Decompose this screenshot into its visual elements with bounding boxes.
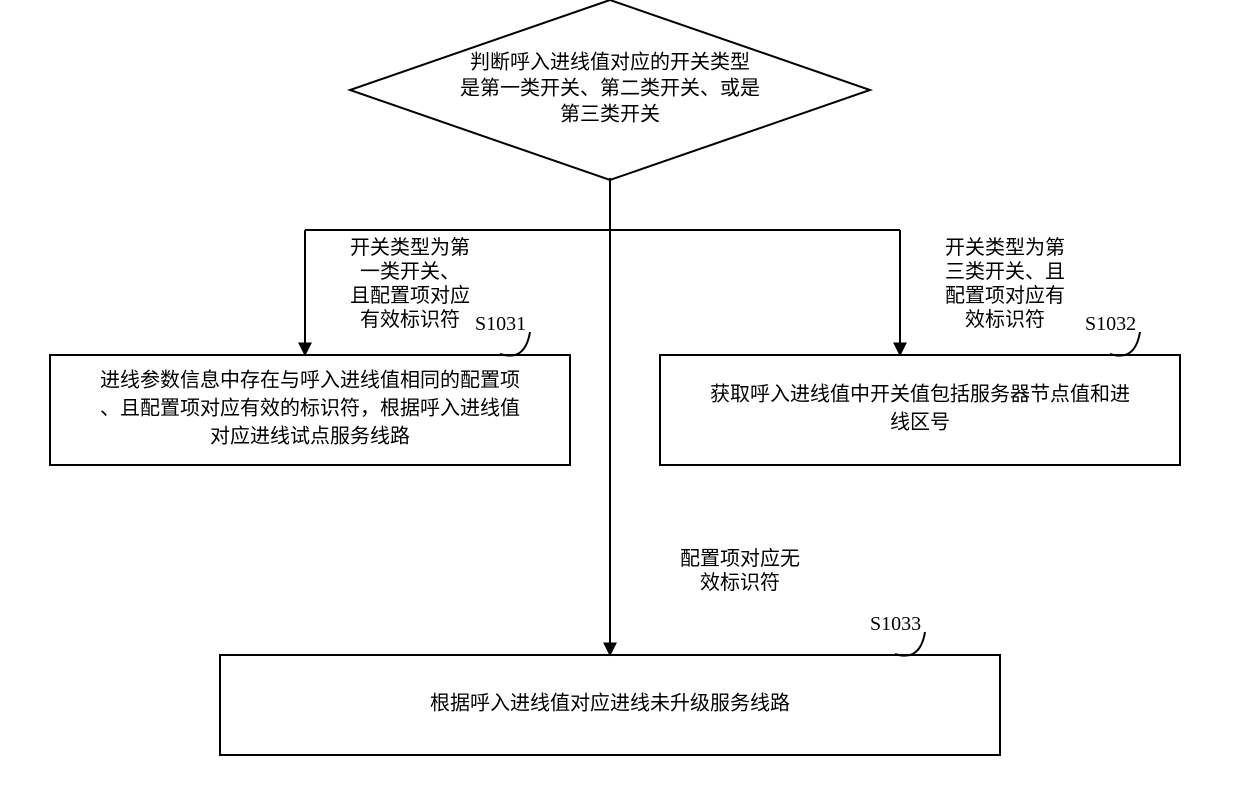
svg-text:开关类型为第: 开关类型为第 (350, 236, 470, 259)
svg-text:一类开关、: 一类开关、 (360, 260, 460, 283)
svg-text:开关类型为第: 开关类型为第 (945, 236, 1065, 259)
svg-text:根据呼入进线值对应进线未升级服务线路: 根据呼入进线值对应进线未升级服务线路 (430, 692, 790, 715)
svg-text:S1033: S1033 (870, 613, 921, 635)
svg-text:进线参数信息中存在与呼入进线值相同的配置项: 进线参数信息中存在与呼入进线值相同的配置项 (100, 369, 520, 392)
svg-text:是第一类开关、第二类开关、或是: 是第一类开关、第二类开关、或是 (460, 77, 760, 100)
svg-text:且配置项对应: 且配置项对应 (350, 284, 470, 307)
svg-text:效标识符: 效标识符 (965, 308, 1045, 331)
svg-text:S1032: S1032 (1085, 313, 1136, 335)
svg-text:有效标识符: 有效标识符 (360, 308, 460, 331)
svg-text:对应进线试点服务线路: 对应进线试点服务线路 (210, 425, 410, 448)
svg-text:、且配置项对应有效的标识符，根据呼入进线值: 、且配置项对应有效的标识符，根据呼入进线值 (100, 397, 520, 420)
svg-text:判断呼入进线值对应的开关类型: 判断呼入进线值对应的开关类型 (470, 51, 750, 74)
svg-text:第三类开关: 第三类开关 (560, 103, 660, 126)
svg-text:配置项对应有: 配置项对应有 (945, 284, 1065, 307)
svg-text:S1031: S1031 (475, 313, 526, 335)
svg-text:效标识符: 效标识符 (700, 571, 780, 594)
svg-text:线区号: 线区号 (890, 411, 950, 434)
svg-text:三类开关、且: 三类开关、且 (945, 260, 1065, 283)
svg-text:配置项对应无: 配置项对应无 (680, 547, 800, 570)
svg-text:获取呼入进线值中开关值包括服务器节点值和进: 获取呼入进线值中开关值包括服务器节点值和进 (710, 383, 1130, 406)
